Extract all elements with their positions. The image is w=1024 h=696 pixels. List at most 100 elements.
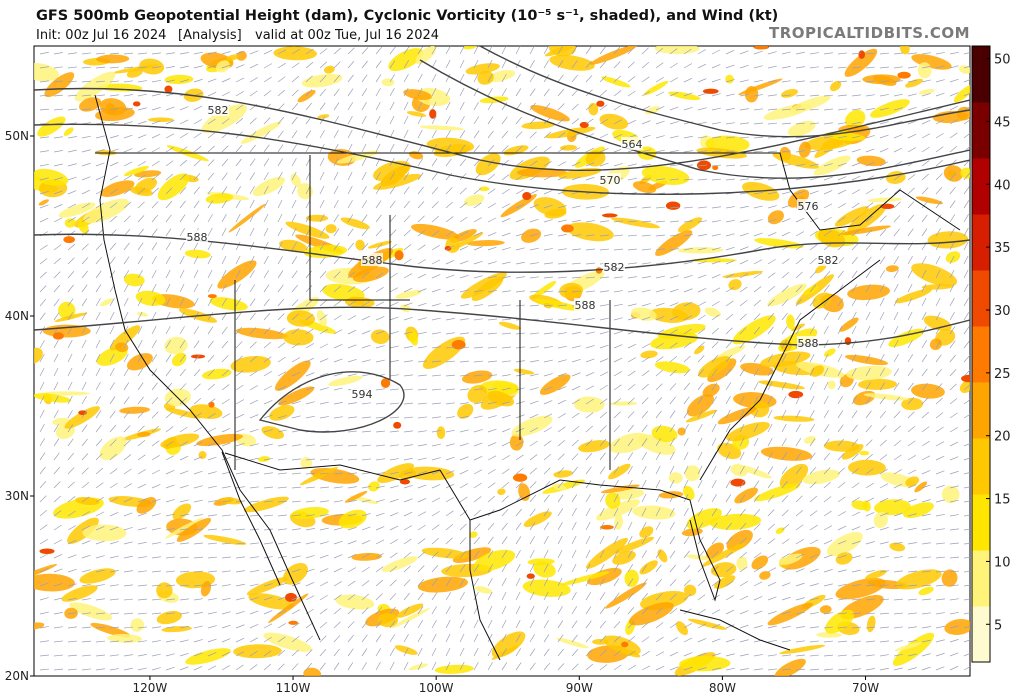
wind-barb	[361, 243, 369, 251]
wind-barb	[571, 103, 579, 111]
wind-barb	[221, 326, 228, 335]
wind-barb	[221, 584, 231, 587]
colorbar-label: 15	[994, 493, 1011, 508]
wind-barb	[795, 285, 803, 293]
wind-barb	[333, 329, 343, 335]
wind-barb	[221, 172, 228, 181]
height-contour	[34, 306, 970, 346]
wind-barb	[333, 102, 340, 111]
wind-barb	[53, 539, 63, 545]
wind-barb	[893, 584, 903, 587]
wind-barb	[669, 77, 679, 83]
wind-barb	[641, 316, 651, 321]
wind-barb	[501, 536, 508, 545]
wind-barb	[711, 247, 721, 251]
wind-barb	[221, 158, 229, 167]
wind-barb	[137, 440, 146, 447]
wind-barb	[305, 185, 311, 195]
wind-barb	[557, 549, 563, 559]
wind-barb	[193, 326, 200, 335]
wind-barb	[669, 302, 679, 307]
wind-barb	[81, 243, 89, 251]
wind-barb	[823, 410, 829, 419]
wind-barb	[585, 162, 595, 167]
wind-barb	[95, 189, 105, 195]
wind-barb	[375, 301, 385, 307]
wind-barb	[263, 227, 269, 237]
wind-barb	[221, 186, 228, 195]
wind-barb	[473, 536, 481, 545]
wind-barb	[347, 540, 357, 545]
wind-barb	[207, 500, 217, 503]
wind-barb	[291, 444, 301, 447]
wind-barb	[543, 577, 549, 587]
wind-barb	[879, 368, 885, 377]
wind-barb	[823, 325, 829, 335]
wind-barb	[53, 495, 61, 503]
wind-barb	[837, 525, 847, 531]
wind-barb	[459, 661, 465, 671]
wind-barb	[613, 564, 619, 573]
wind-barb	[711, 150, 721, 153]
vorticity-shade	[381, 556, 418, 572]
wind-barb	[95, 467, 104, 475]
wind-barb	[249, 623, 259, 629]
wind-barb	[137, 469, 146, 475]
wind-barb	[277, 49, 287, 55]
wind-barb	[165, 133, 175, 139]
wind-barb	[725, 354, 732, 363]
wind-barb	[753, 340, 760, 349]
wind-barb	[151, 133, 161, 139]
vorticity-shade	[269, 405, 295, 421]
wind-barb	[53, 66, 63, 69]
wind-barb	[319, 514, 329, 517]
wind-barb	[179, 283, 185, 293]
wind-barb	[137, 134, 147, 139]
wind-barb	[879, 527, 889, 531]
wind-barb	[445, 59, 451, 69]
wind-barb	[921, 397, 929, 405]
wind-barb	[487, 217, 497, 223]
wind-barb	[39, 452, 46, 461]
wind-barb	[697, 206, 707, 209]
wind-barb	[837, 583, 847, 587]
wind-barb	[389, 287, 399, 293]
wind-barb	[81, 149, 91, 153]
wind-barb	[417, 158, 424, 167]
wind-barb	[585, 234, 595, 237]
wind-barb	[445, 230, 454, 237]
wind-barb	[907, 584, 917, 587]
wind-barb	[711, 565, 719, 573]
wind-barb	[193, 598, 203, 601]
wind-barb	[711, 206, 721, 209]
wind-barb	[935, 397, 943, 405]
wind-barb	[333, 444, 343, 447]
wind-barb	[935, 283, 941, 293]
wind-barb	[487, 550, 494, 559]
wind-barb	[403, 402, 413, 405]
wind-barb	[417, 661, 423, 671]
wind-barb	[445, 443, 455, 447]
wind-barb	[375, 444, 385, 447]
wind-barb	[921, 173, 929, 181]
vorticity-shade	[521, 121, 556, 130]
wind-barb	[585, 371, 595, 377]
wind-barb	[893, 256, 900, 265]
wind-barb	[487, 304, 497, 307]
wind-barb	[263, 610, 273, 615]
wind-barb	[151, 469, 161, 475]
wind-barb	[655, 369, 664, 377]
wind-barb	[683, 550, 690, 559]
wind-barb	[627, 607, 635, 615]
wind-barb	[389, 374, 399, 377]
wind-barb	[739, 624, 749, 629]
wind-barb	[235, 284, 241, 293]
wind-barb	[277, 569, 287, 573]
wind-barb	[81, 325, 87, 335]
vorticity-shade	[466, 240, 505, 247]
wind-barb	[193, 200, 200, 209]
wind-barb	[459, 647, 465, 657]
wind-barb	[235, 471, 245, 475]
vorticity-shade	[534, 298, 582, 311]
wind-barb	[123, 325, 129, 335]
